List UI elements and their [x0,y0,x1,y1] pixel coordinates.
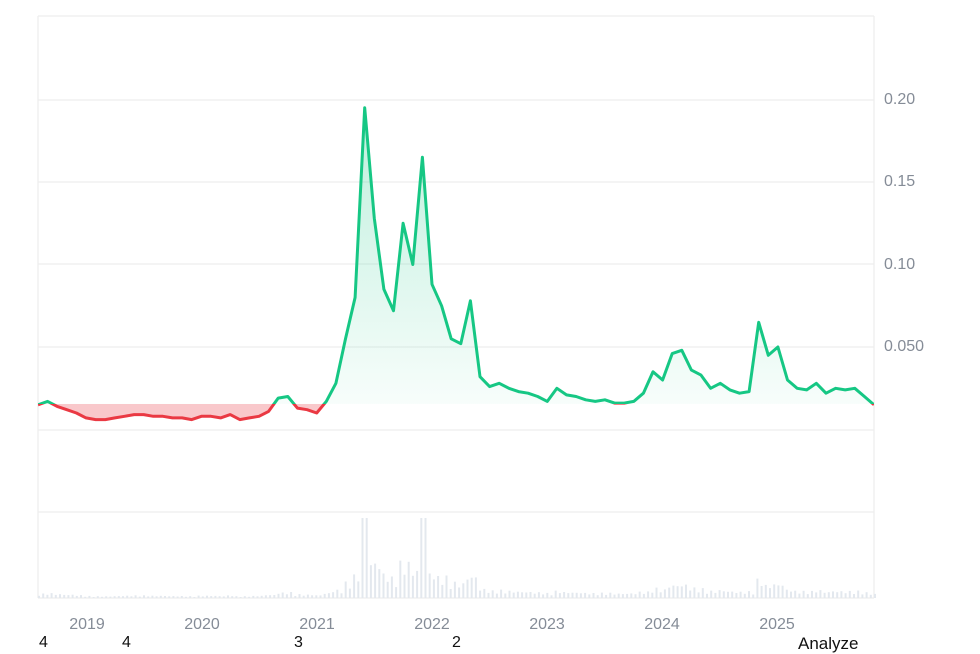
price-area-below [38,404,874,420]
x-tick-label: 2024 [644,616,680,633]
x-tick-label: 2019 [69,616,105,633]
x-tick-label: 2023 [529,616,565,633]
bottom-number: 2 [452,634,461,651]
x-tick-label: 2022 [414,616,450,633]
y-tick-label: 0.050 [884,338,925,355]
bottom-number: 3 [294,634,303,651]
price-area-above [38,107,874,404]
volume-bars [38,518,876,599]
x-tick-label: 2021 [299,616,335,633]
price-line-below [38,404,874,422]
price-line-above [38,106,874,404]
y-tick-label: 0.20 [884,91,916,108]
grid [37,15,875,599]
bottom-number: 4 [39,634,48,651]
y-tick-label: 0.15 [884,173,916,190]
bottom-number: 4 [122,634,131,651]
analyze-button[interactable]: Analyze [798,634,859,653]
x-tick-label: 2020 [184,616,220,633]
y-tick-label: 0.10 [884,256,916,273]
x-tick-label: 2025 [759,616,795,633]
